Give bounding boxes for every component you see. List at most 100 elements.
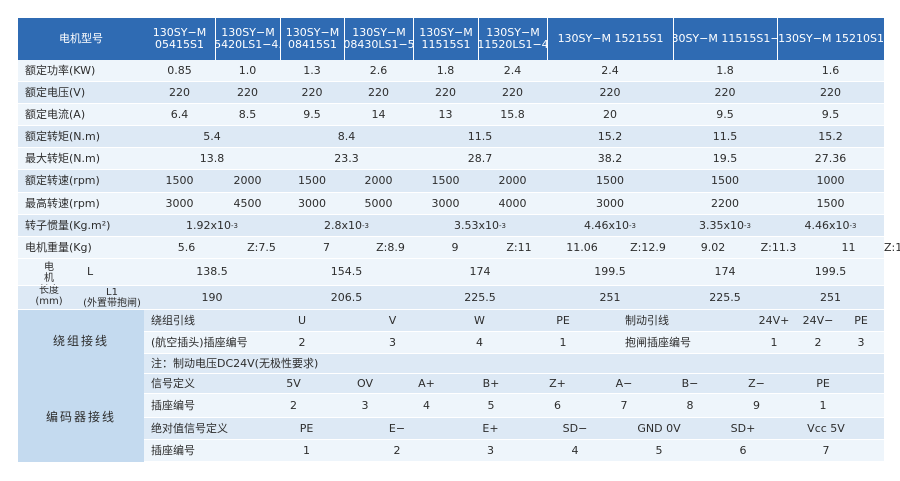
brake-lead-value: PE (838, 310, 884, 332)
spec-value-text: 1500 (298, 174, 326, 188)
encoder-value: 8 (657, 394, 723, 418)
encoder-value-text: 6 (554, 398, 561, 412)
length-l1-value: 225.5 (413, 286, 547, 310)
spec-value-text: 7 (323, 240, 330, 254)
row-divider (18, 309, 884, 310)
spec-value-text: 1.8 (436, 63, 455, 77)
encoder-row-label: 插座编号 (144, 440, 280, 462)
spec-value-text: 8.5 (238, 107, 257, 121)
encoder-value: 3 (335, 394, 395, 418)
spec-value: 1.3 (280, 60, 344, 82)
length-l-value-text: 174 (469, 265, 491, 279)
winding-group-label-text: 绕组接线 (52, 334, 109, 349)
spec-value-text: Z:11.3 (760, 240, 797, 254)
encoder-value: 3 (446, 440, 535, 462)
header-model-1: 130SY−M 05415S1 (144, 18, 215, 60)
encoder-value-text: PE (816, 376, 830, 390)
length-l-value-text: 174 (714, 265, 736, 279)
spec-value: 1500 (547, 170, 673, 193)
encoder-value-text: E− (388, 421, 406, 435)
spec-value-text: 2000 (498, 174, 527, 188)
spec-value-text: 220 (237, 85, 258, 99)
brake-socket-value: 3 (838, 332, 884, 354)
encoder-value-text: 3 (487, 443, 494, 457)
row-divider (144, 393, 884, 394)
encoder-value: A+ (395, 374, 458, 394)
spec-value: 4.46x10 -3 (584, 218, 636, 232)
encoder-value-text: 7 (822, 443, 830, 457)
encoder-row-label-text: 信号定义 (151, 376, 195, 390)
winding-lead-value: PE (520, 310, 606, 332)
spec-value-text: 11.5 (712, 129, 738, 143)
brake-socket-label-text: 抱闸插座编号 (625, 335, 691, 349)
spec-value-text: 2.4 (601, 63, 619, 77)
encoder-value: 5V (252, 374, 335, 394)
spec-value-text: Z:7.5 (247, 240, 276, 254)
spec-value: 2000 (215, 170, 280, 193)
length-row-l (18, 259, 884, 286)
spec-value-text: 2200 (711, 196, 739, 210)
winding-socket-value-text: 4 (476, 335, 483, 349)
spec-value: 220 (144, 82, 215, 104)
row-divider (144, 461, 884, 462)
encoder-value-text: 7 (620, 398, 628, 412)
spec-value: 19.5 (673, 148, 777, 170)
spec-value-text: 220 (368, 85, 389, 99)
brake-lead-label: 制动引线 (618, 310, 727, 332)
spec-value: 9.5 (280, 104, 344, 126)
encoder-value: 9 (723, 394, 790, 418)
spec-value-text: 11.5 (467, 129, 493, 143)
spec-row (18, 82, 884, 104)
spec-value: 15.8 (478, 104, 547, 126)
spec-value: Z:7.5 (229, 237, 294, 259)
spec-value-text: Z:11 (506, 240, 532, 254)
length-l1-value: 225.5 (673, 286, 777, 310)
row-divider (144, 331, 884, 332)
spec-value: 7 (294, 237, 359, 259)
encoder-value-text: 1 (819, 398, 827, 412)
spec-value-text: 9.5 (716, 107, 734, 121)
spec-value: 220 (777, 82, 884, 104)
brake-lead-label-text: 制动引线 (625, 313, 669, 327)
spec-value-text: 28.7 (467, 151, 493, 165)
encoder-value: B+ (458, 374, 524, 394)
winding-socket-value-text: 3 (389, 335, 396, 349)
length-group-label-text: 机 (44, 273, 54, 284)
spec-value-base: 3.35x10 (699, 218, 744, 232)
length-l-value-text: 199.5 (594, 265, 626, 279)
spec-row (18, 104, 884, 126)
row-divider (144, 417, 884, 418)
length-group-label: 电机长度 (mm) (18, 259, 80, 310)
spec-value: 23.3 (280, 148, 413, 170)
spec-row-label-text: 额定转矩(N.m) (25, 129, 101, 143)
spec-value: 1.6 (777, 60, 884, 82)
spec-row (18, 170, 884, 193)
spec-value: 220 (215, 82, 280, 104)
winding-socket-value-text: 1 (559, 335, 567, 349)
spec-value: 11.5 (673, 126, 777, 148)
spec-value-base: 3.53x10 (454, 218, 499, 232)
spec-value: 20 (547, 104, 673, 126)
spec-value: 1.92x10 -3 (186, 218, 238, 232)
length-l1-value: 206.5 (280, 286, 413, 310)
spec-value-text: 27.36 (814, 151, 847, 165)
spec-value: 3000 (280, 193, 344, 215)
spec-value: 15.2 (547, 126, 673, 148)
winding-socket-label-text: (航空插头)插座编号 (151, 335, 248, 349)
encoder-value-text: 5 (655, 443, 663, 457)
header-model-6: 130SY−M 11520LS1−4 (478, 18, 547, 60)
spec-value-text: 8.4 (337, 129, 356, 143)
spec-value: 220 (478, 82, 547, 104)
spec-value-text: 13.8 (199, 151, 225, 165)
spec-value-text: 1500 (165, 174, 194, 188)
header-model-4: 130SY−M 08430LS1−5 (344, 18, 413, 60)
encoder-row (144, 374, 884, 394)
row-divider (144, 373, 884, 374)
brake-socket-value-text: 1 (770, 335, 778, 349)
spec-value: 1.0 (215, 60, 280, 82)
spec-value: 3.53x10 -3 (454, 218, 506, 232)
spec-value: 3.35x10 -3 (699, 218, 751, 232)
spec-value-base: 1.92x10 (186, 218, 231, 232)
spec-row-label-text: 最高转速(rpm) (25, 196, 100, 210)
header-model-line: 130SY−M 11515S1−2 (674, 31, 777, 45)
